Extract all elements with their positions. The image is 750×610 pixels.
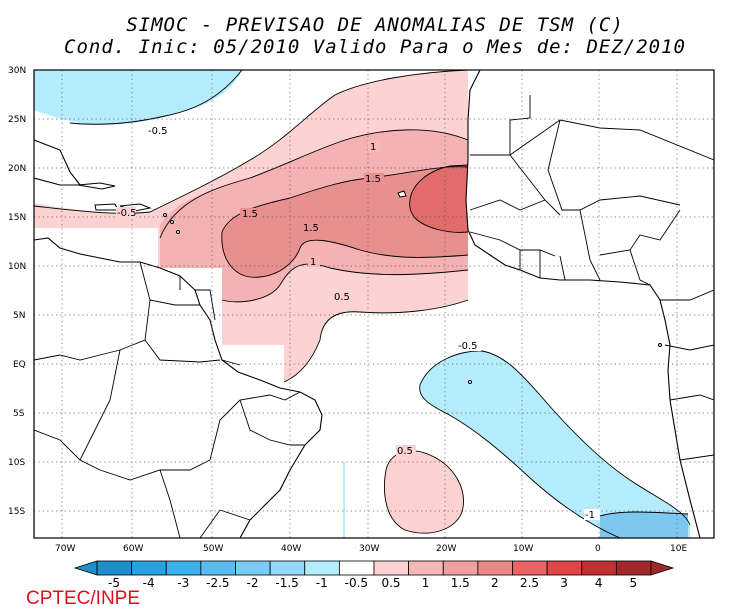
map-plot-area [34,70,714,538]
colorbar-swatch [96,560,133,576]
contour-label: 1.5 [303,223,319,234]
colorbar-swatch [235,560,271,576]
colorbar-swatch [615,560,652,576]
landmass-africa [465,70,714,538]
colorbar-swatch [408,560,444,576]
lon-label: 0 [595,544,601,554]
anomaly-region-pos-2 [409,165,468,233]
lat-label: 5S [13,409,25,419]
lon-label: 40W [281,544,301,554]
colorbar-swatch [269,560,306,576]
contour-label: 1.5 [365,174,381,185]
colorbar-swatch [338,560,375,576]
lat-label: 10S [8,458,25,468]
latitude-labels: 30N 25N 20N 15N 10N 5N EQ 5S 10S 15S [8,66,26,517]
colorbar-swatch [477,560,513,576]
colorbar-swatch [581,560,617,576]
colorbar: -5 -4 -3 -2.5 -2 -1.5 -1 -0.5 0.5 1 1.5 2 2.5 3 4 5 [73,560,675,590]
lon-label: 10W [513,544,533,554]
lon-label: 20W [436,544,456,554]
map-frame [33,69,715,539]
colorbar-swatch [165,560,202,576]
anomaly-region-neg-0-5-northwest [34,70,242,126]
colorbar-label: 2 [491,576,499,590]
colorbar-label: -4 [143,576,155,590]
lat-label: 5N [13,311,25,321]
landmass-americas [34,70,323,538]
contour-label: 1.5 [242,209,258,220]
colorbar-label: 1.5 [451,576,470,590]
contour-label: 1 [370,142,376,153]
lon-label: 70W [55,544,75,554]
colorbar-label: -3 [177,576,189,590]
map-subtitle: Cond. Inic: 05/2010 Valido Para o Mes de… [64,36,686,58]
footer-credit: CPTEC/INPE [26,588,141,609]
anomaly-region-neg-1 [600,512,688,538]
colorbar-label: -2 [247,576,259,590]
lat-label: 10N [8,262,26,272]
anomaly-region-pos-0-5-south [384,450,464,534]
lat-label: 15N [8,213,26,223]
lon-label: 30W [359,544,379,554]
colorbar-swatch [131,560,167,576]
lon-label: 50W [203,544,223,554]
lat-label: 20N [8,164,26,174]
map-grid [34,70,714,538]
anomaly-strip-neg [343,462,345,538]
colorbar-arrow-left [73,560,98,576]
colorbar-swatch [304,560,340,576]
colorbar-label: 3 [560,576,568,590]
contour-label: 0.5 [334,292,350,303]
colorbar-label: 4 [595,576,603,590]
colorbar-label: 1 [422,576,430,590]
country-borders [34,95,714,538]
map-title: SIMOC - PREVISAO DE ANOMALIAS DE TSM (C) [126,14,624,36]
contour-label: -0.5 [117,208,137,219]
contour-label: -0.5 [458,341,478,352]
atlantic-islands [397,190,662,384]
colorbar-swatch [442,560,479,576]
lat-label: EQ [13,360,26,370]
contour-label: 0.5 [397,446,413,457]
lat-label: 25N [8,115,26,125]
colorbar-arrow-right [650,560,675,576]
contour-labels: -0.5 1 1.5 1.5 1.5 1 0.5 -0.5 -0.5 0.5 -… [116,125,600,521]
colorbar-label: 0.5 [381,576,400,590]
colorbar-label: -1 [316,576,328,590]
longitude-labels: 70W 60W 50W 40W 30W 20W 10W 0 10E [55,544,687,554]
colorbar-label: -0.5 [345,576,368,590]
lat-label: 30N [8,66,26,76]
colorbar-label: -1.5 [275,576,298,590]
colorbar-swatch [546,560,583,576]
lon-label: 10E [670,544,687,554]
colorbar-swatch [200,560,236,576]
anomaly-region-pos-1-5 [221,166,468,278]
contour-label: 1 [310,257,316,268]
lon-label: 60W [123,544,143,554]
contour-label: -1 [585,510,595,521]
colorbar-swatch [512,560,548,576]
colorbar-label: 5 [630,576,638,590]
colorbar-label: -5 [108,576,120,590]
anomaly-region-neg-0-5-atlantic [419,350,690,538]
colorbar-swatch [373,560,410,576]
colorbar-label: -2.5 [206,576,229,590]
colorbar-label: 2.5 [520,576,539,590]
lat-label: 15S [8,507,25,517]
contour-label: -0.5 [148,126,168,137]
